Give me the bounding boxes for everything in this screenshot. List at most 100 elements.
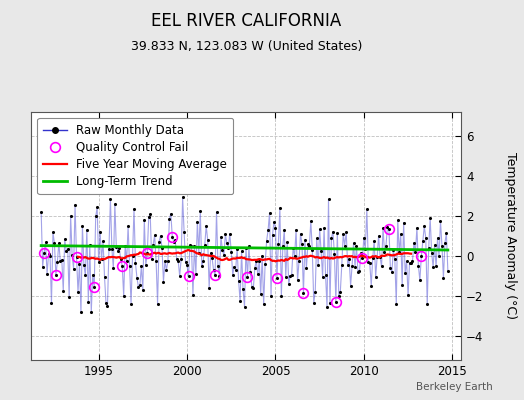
Point bbox=[124, 223, 132, 230]
Point bbox=[436, 218, 445, 224]
Point bbox=[429, 264, 438, 270]
Point bbox=[263, 238, 271, 244]
Point bbox=[295, 258, 303, 264]
Point bbox=[281, 274, 290, 280]
Point bbox=[183, 262, 191, 268]
Point bbox=[296, 230, 304, 237]
Point bbox=[203, 236, 212, 243]
Point bbox=[366, 260, 374, 267]
Point bbox=[37, 209, 46, 215]
Point bbox=[245, 243, 253, 249]
Point bbox=[226, 230, 234, 237]
Point bbox=[283, 239, 291, 246]
Point bbox=[154, 300, 162, 307]
Point bbox=[328, 235, 336, 241]
Point bbox=[242, 244, 250, 251]
Point bbox=[368, 255, 377, 262]
Point bbox=[312, 235, 321, 242]
Point bbox=[211, 272, 219, 279]
Point bbox=[292, 226, 300, 233]
Point bbox=[341, 242, 349, 249]
Point bbox=[128, 253, 137, 259]
Point bbox=[81, 272, 90, 278]
Point bbox=[109, 265, 117, 271]
Point bbox=[333, 230, 342, 236]
Point bbox=[193, 218, 202, 225]
Point bbox=[112, 244, 121, 250]
Point bbox=[155, 238, 163, 245]
Point bbox=[358, 255, 367, 262]
Point bbox=[361, 246, 369, 252]
Point bbox=[92, 213, 100, 220]
Point bbox=[267, 293, 275, 300]
Point bbox=[96, 228, 104, 235]
Point bbox=[343, 262, 352, 268]
Point bbox=[54, 240, 63, 246]
Point bbox=[78, 223, 86, 229]
Point bbox=[189, 292, 197, 298]
Point bbox=[422, 235, 430, 241]
Point bbox=[40, 249, 48, 256]
Point bbox=[159, 278, 168, 285]
Point bbox=[310, 300, 318, 306]
Point bbox=[77, 309, 85, 316]
Point bbox=[420, 223, 429, 230]
Point bbox=[375, 233, 383, 239]
Point bbox=[351, 264, 359, 270]
Point bbox=[372, 274, 380, 280]
Point bbox=[397, 231, 405, 238]
Point bbox=[171, 237, 179, 243]
Point bbox=[125, 262, 134, 269]
Point bbox=[276, 204, 284, 211]
Point bbox=[93, 204, 101, 211]
Point bbox=[290, 252, 299, 259]
Point bbox=[74, 289, 82, 296]
Point bbox=[379, 225, 387, 231]
Point bbox=[414, 262, 422, 269]
Point bbox=[72, 254, 81, 260]
Point bbox=[399, 219, 408, 226]
Point bbox=[206, 250, 215, 256]
Point bbox=[277, 293, 286, 300]
Point bbox=[111, 200, 119, 207]
Point bbox=[43, 271, 51, 277]
Point bbox=[239, 286, 247, 292]
Point bbox=[150, 232, 159, 238]
Point bbox=[330, 250, 339, 257]
Point bbox=[69, 266, 78, 272]
Point bbox=[85, 242, 94, 248]
Point bbox=[315, 226, 324, 233]
Point bbox=[280, 227, 289, 233]
Point bbox=[352, 243, 361, 250]
Point bbox=[184, 273, 193, 279]
Point bbox=[250, 265, 259, 271]
Point bbox=[221, 231, 230, 237]
Point bbox=[319, 274, 327, 280]
Point bbox=[97, 256, 106, 262]
Point bbox=[156, 232, 165, 239]
Point bbox=[223, 240, 231, 246]
Point bbox=[168, 234, 177, 240]
Point bbox=[99, 238, 107, 244]
Point bbox=[45, 251, 53, 258]
Point bbox=[317, 248, 325, 255]
Point bbox=[272, 274, 281, 281]
Point bbox=[230, 264, 238, 270]
Point bbox=[383, 224, 391, 230]
Point bbox=[208, 255, 216, 261]
Point bbox=[212, 209, 221, 215]
Point bbox=[59, 288, 68, 294]
Point bbox=[335, 293, 343, 299]
Point bbox=[140, 216, 148, 223]
Point bbox=[345, 256, 353, 262]
Point bbox=[288, 272, 296, 278]
Point bbox=[199, 258, 208, 264]
Point bbox=[326, 300, 334, 306]
Text: 39.833 N, 123.083 W (United States): 39.833 N, 123.083 W (United States) bbox=[130, 40, 362, 53]
Point bbox=[370, 238, 378, 244]
Point bbox=[50, 240, 59, 246]
Point bbox=[376, 254, 384, 260]
Point bbox=[163, 258, 172, 264]
Point bbox=[190, 243, 199, 249]
Point bbox=[257, 291, 265, 298]
